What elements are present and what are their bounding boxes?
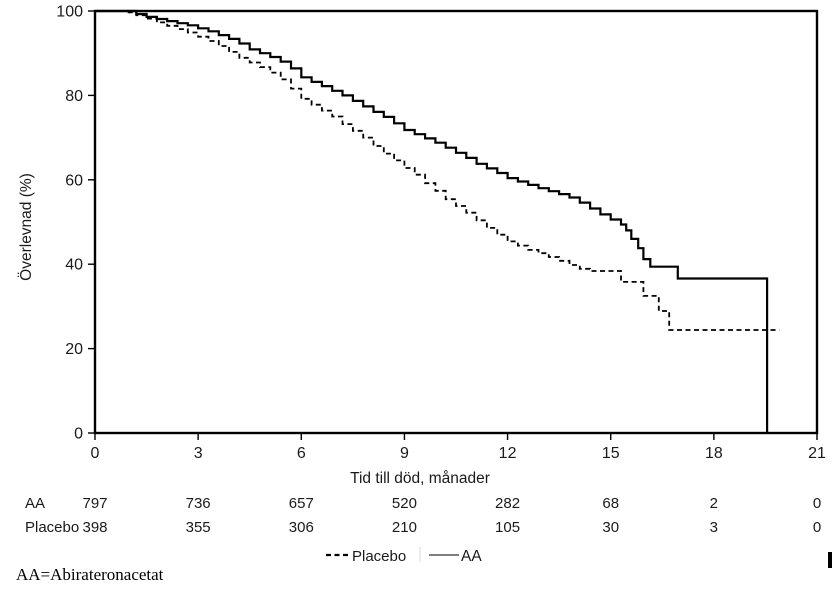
risk-count: 657 [289, 495, 314, 512]
risk-count: 398 [82, 519, 107, 536]
risk-count: 105 [495, 519, 520, 536]
risk-count: 210 [392, 519, 417, 536]
x-tick-label: 9 [400, 445, 409, 462]
edge-artifact-mark [828, 552, 832, 568]
risk-count: 736 [186, 495, 211, 512]
risk-count: 520 [392, 495, 417, 512]
y-tick-label: 100 [56, 4, 83, 21]
risk-count: 0 [813, 519, 821, 536]
y-axis-title: Överlevnad (%) [17, 173, 35, 281]
legend: Placebo AA [326, 547, 482, 565]
x-axis-title: Tid till död, månader [350, 470, 490, 487]
plot-frame [93, 9, 819, 435]
risk-row-label-aa: AA [25, 495, 45, 512]
risk-count: 30 [602, 519, 619, 536]
x-tick-label: 0 [91, 445, 100, 462]
x-tick-label: 21 [808, 445, 826, 462]
risk-count: 2 [710, 495, 718, 512]
y-tick-label: 60 [65, 172, 83, 189]
x-tick-label: 3 [194, 445, 203, 462]
y-tick-label: 20 [65, 341, 83, 358]
curve-aa [95, 9, 769, 433]
y-tick-label: 40 [65, 257, 83, 274]
legend-aa-label: AA [461, 548, 482, 565]
footnote-abbreviation: AA=Abirateronacetat [16, 565, 164, 584]
y-tick-label: 0 [74, 426, 83, 443]
x-tick-label: 6 [297, 445, 306, 462]
x-tick-label: 15 [602, 445, 620, 462]
y-tick-label: 80 [65, 88, 83, 105]
risk-count: 306 [289, 519, 314, 536]
risk-count: 282 [495, 495, 520, 512]
risk-count: 797 [82, 495, 107, 512]
x-tick-label: 12 [499, 445, 517, 462]
curve-placebo [95, 10, 780, 331]
risk-count: 3 [710, 519, 718, 536]
risk-count: 0 [813, 495, 821, 512]
risk-count: 355 [186, 519, 211, 536]
x-tick-label: 18 [705, 445, 723, 462]
legend-placebo-label: Placebo [352, 548, 406, 565]
risk-row-label-placebo: Placebo [25, 519, 79, 536]
risk-count: 68 [602, 495, 619, 512]
